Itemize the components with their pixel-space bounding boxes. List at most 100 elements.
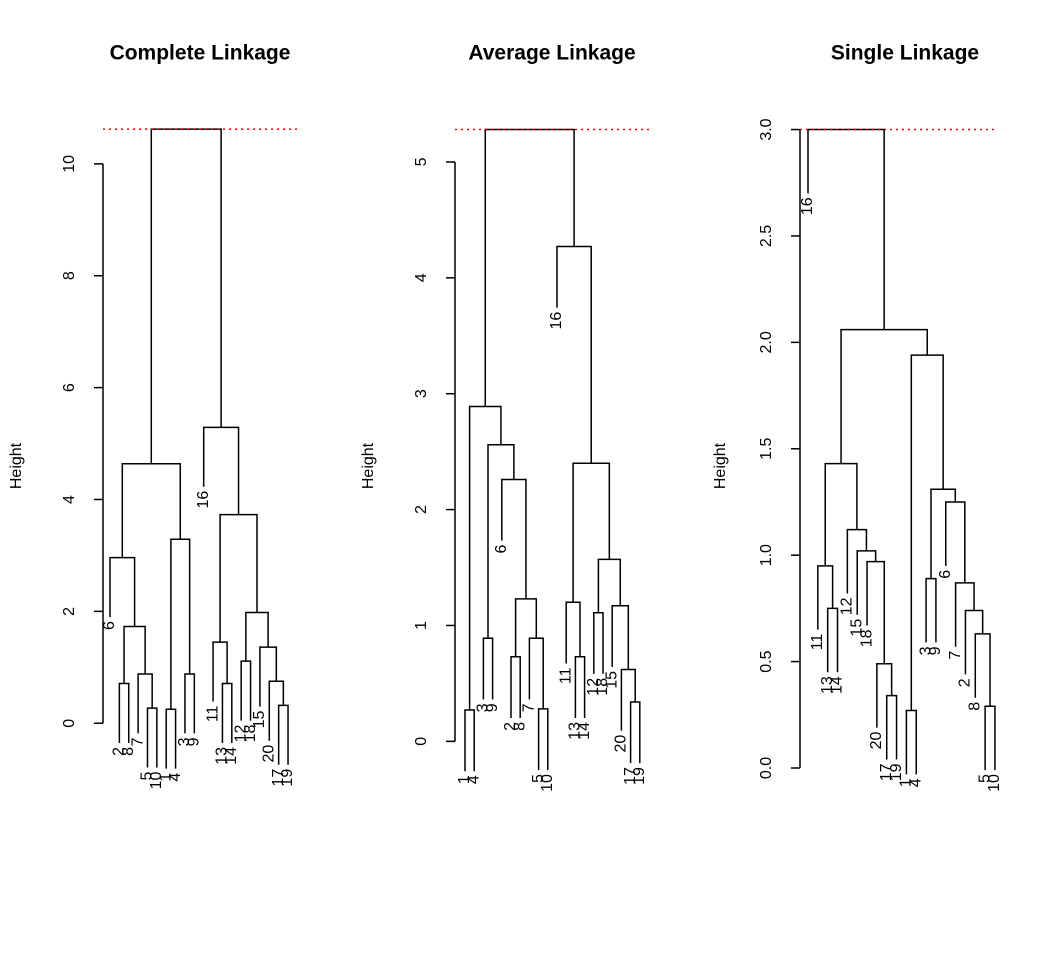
y-tick-label: 6: [61, 383, 78, 392]
merge-branch: [597, 558, 621, 613]
leaf-label: 2: [502, 722, 519, 731]
merge-branch: [593, 611, 604, 674]
y-axis-label: Height: [8, 442, 25, 489]
merge-branch: [528, 637, 544, 709]
leaf-label: 1: [456, 775, 473, 784]
leaf-label: 15: [603, 671, 620, 689]
leaf-label: 3: [917, 646, 934, 655]
merge-branch: [221, 682, 233, 743]
merge-branch: [277, 704, 289, 765]
leaf-label: 8: [966, 702, 983, 711]
merge-branch: [464, 709, 475, 772]
leaf-label: 18: [594, 678, 611, 696]
leaf-label: 8: [511, 722, 528, 731]
merge-branch: [885, 694, 898, 760]
leaf-label: 10: [148, 771, 165, 789]
merge-branch: [572, 462, 611, 603]
y-tick-label: 1.0: [758, 544, 775, 566]
leaf-label: 18: [858, 629, 875, 647]
y-tick-label: 3.0: [758, 118, 775, 140]
y-tick-label: 4: [61, 495, 78, 504]
leaf-label: 6: [493, 545, 510, 554]
merge-branch: [817, 565, 834, 630]
leaf-label: 9: [186, 737, 203, 746]
leaf-label: 20: [261, 745, 278, 763]
merge-branch: [905, 709, 917, 775]
merge-branch: [866, 560, 886, 664]
y-tick-label: 3: [413, 389, 430, 398]
leaf-label: 10: [986, 774, 1003, 792]
merge-branch: [925, 577, 937, 643]
merge-branch: [146, 707, 158, 768]
merge-branch: [964, 609, 984, 675]
leaf-label: 8: [120, 747, 137, 756]
leaf-label: 10: [539, 774, 556, 792]
leaf-label: 4: [465, 775, 482, 784]
leaf-label: 19: [279, 769, 296, 787]
y-axis-label: Height: [360, 442, 377, 489]
merge-branch: [245, 611, 269, 662]
merge-branch: [620, 668, 636, 731]
leaf-label: 14: [576, 722, 593, 740]
merge-branch: [910, 354, 944, 711]
y-tick-label: 4: [413, 273, 430, 282]
leaf-label: 6: [101, 621, 118, 630]
leaf-label: 18: [242, 724, 259, 742]
leaf-label: 11: [204, 705, 221, 722]
merge-branch: [165, 708, 177, 769]
leaf-label: 15: [848, 619, 865, 637]
leaf-label: 2: [957, 678, 974, 687]
y-tick-label: 2.0: [758, 331, 775, 353]
merge-branch: [184, 673, 196, 734]
merge-branch: [212, 641, 228, 702]
leaf-label: 7: [947, 651, 964, 660]
merge-branch: [484, 128, 575, 407]
leaf-label: 13: [214, 747, 231, 765]
leaf-label: 2: [111, 747, 128, 756]
merge-branch: [118, 682, 130, 743]
merge-branch: [556, 245, 592, 464]
merge-branch: [501, 478, 527, 599]
y-tick-label: 0: [61, 719, 78, 728]
merge-branch: [121, 462, 182, 558]
merge-branch: [109, 556, 136, 627]
merge-branch: [219, 513, 258, 643]
leaf-label: 16: [195, 491, 212, 509]
merge-branch: [170, 538, 191, 710]
y-tick-label: 10: [61, 155, 78, 173]
merge-branch: [807, 128, 885, 330]
leaf-label: 3: [176, 737, 193, 746]
leaf-label: 5: [139, 771, 156, 780]
leaf-label: 17: [270, 769, 287, 787]
chart-title: Complete Linkage: [110, 42, 291, 65]
leaf-label: 16: [799, 197, 816, 215]
leaf-label: 20: [613, 735, 630, 753]
y-tick-label: 2: [413, 505, 430, 514]
leaf-label: 7: [129, 737, 146, 746]
dendrogram-panel: Single Linkage Height 0.0 0.5 1.0 1.5 2.0 2.5 3.…: [712, 42, 1003, 792]
leaf-label: 14: [829, 676, 846, 694]
leaf-label: 6: [937, 570, 954, 579]
merge-branch: [137, 673, 153, 734]
merge-branch: [259, 646, 278, 707]
y-tick-label: 0.0: [758, 757, 775, 779]
merge-branch: [974, 633, 991, 707]
y-tick-label: 5: [413, 157, 430, 166]
merge-branch: [240, 660, 252, 721]
y-tick-label: 1.5: [758, 438, 775, 460]
leaf-label: 13: [567, 722, 584, 740]
leaf-label: 1: [898, 778, 915, 787]
leaf-label: 17: [878, 763, 895, 781]
dendrogram-panel: Complete LinkageHeight024681062875101439…: [8, 42, 300, 789]
merge-branch: [510, 656, 521, 718]
leaf-label: 4: [167, 773, 184, 782]
merge-branch: [123, 625, 146, 684]
merge-branch: [826, 607, 839, 673]
y-tick-label: 1: [413, 621, 430, 630]
y-tick-label: 0.5: [758, 650, 775, 672]
leaf-label: 11: [809, 634, 826, 651]
merge-branch: [629, 701, 641, 764]
merge-branch: [487, 443, 515, 639]
merge-branch: [537, 708, 549, 771]
